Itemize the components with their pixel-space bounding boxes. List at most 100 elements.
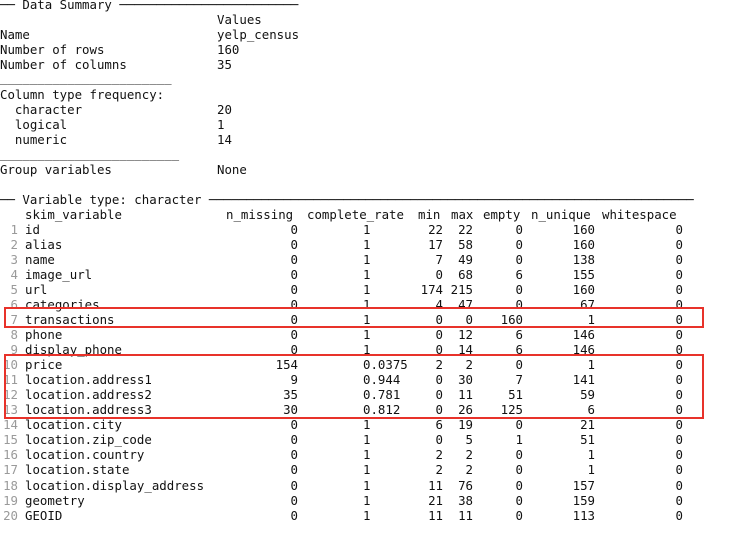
cell-n-missing: 0	[290, 492, 298, 508]
row-number: 2	[10, 237, 18, 253]
row-number: 8	[10, 327, 18, 343]
cell-empty: 51	[508, 387, 523, 403]
cell-whitespace: 0	[675, 477, 683, 493]
cell-min: 0	[435, 387, 443, 403]
col-header-empty: empty	[483, 207, 521, 222]
cell-max: 19	[458, 417, 473, 433]
cell-min: 0	[435, 402, 443, 418]
cell-empty: 0	[515, 462, 523, 478]
table-row: 12 location.address2 35 0.781 0 11 51 59 0	[0, 387, 742, 402]
cell-empty: 0	[515, 477, 523, 493]
cell-complete-rate: 1	[363, 417, 371, 433]
cell-skim-variable: price	[25, 357, 63, 373]
cell-complete-rate: 1	[363, 447, 371, 463]
table-row: 5 url 0 1 174 215 0 160 0	[0, 282, 742, 297]
cell-n-unique: 51	[580, 432, 595, 448]
cell-empty: 6	[515, 342, 523, 358]
cell-n-missing: 0	[290, 507, 298, 523]
cell-max: 38	[458, 492, 473, 508]
cell-skim-variable: phone	[25, 327, 63, 343]
cell-empty: 125	[500, 402, 523, 418]
row-number: 4	[10, 267, 18, 283]
cell-complete-rate: 1	[363, 297, 371, 313]
cell-n-unique: 59	[580, 387, 595, 403]
cell-n-unique: 113	[572, 507, 595, 523]
cell-whitespace: 0	[675, 447, 683, 463]
cell-min: 2	[435, 357, 443, 373]
cell-empty: 0	[515, 357, 523, 373]
cell-complete-rate: 1	[363, 462, 371, 478]
cell-whitespace: 0	[675, 222, 683, 237]
row-number: 19	[3, 492, 18, 508]
cell-min: 174	[420, 282, 443, 298]
coltype-label-logical: logical	[0, 117, 68, 132]
cell-skim-variable: id	[25, 222, 40, 237]
row-number: 11	[3, 372, 18, 388]
cell-n-unique: 157	[572, 477, 595, 493]
cell-n-missing: 0	[290, 282, 298, 298]
cell-n-unique: 146	[572, 342, 595, 358]
table-row: 13 location.address3 30 0.812 0 26 125 6 0	[0, 402, 742, 417]
cell-min: 0	[435, 267, 443, 283]
cell-n-missing: 30	[283, 402, 298, 418]
col-header-skim-variable: skim_variable	[25, 207, 122, 222]
cell-n-unique: 1	[587, 312, 595, 328]
cell-n-unique: 67	[580, 297, 595, 313]
row-number: 15	[3, 432, 18, 448]
cell-max: 0	[465, 312, 473, 328]
cell-min: 0	[435, 372, 443, 388]
cell-empty: 0	[515, 492, 523, 508]
cell-empty: 0	[515, 447, 523, 463]
cell-skim-variable: display_phone	[25, 342, 122, 358]
cell-n-missing: 9	[290, 372, 298, 388]
table-row: 19 geometry 0 1 21 38 0 159 0	[0, 493, 742, 508]
cell-max: 68	[458, 267, 473, 283]
table-row: 6 categories 0 1 4 47 0 67 0	[0, 297, 742, 312]
col-header-complete-rate: complete_rate	[307, 207, 404, 222]
cell-skim-variable: url	[25, 282, 48, 298]
cell-n-unique: 155	[572, 267, 595, 283]
cell-n-missing: 0	[290, 312, 298, 328]
cell-whitespace: 0	[675, 252, 683, 268]
cell-n-unique: 138	[572, 252, 595, 268]
cell-n-unique: 1	[587, 447, 595, 463]
cell-complete-rate: 1	[363, 282, 371, 298]
cell-max: 215	[450, 282, 473, 298]
row-number: 16	[3, 447, 18, 463]
cell-whitespace: 0	[675, 417, 683, 433]
cell-complete-rate: 1	[363, 237, 371, 253]
cell-whitespace: 0	[675, 507, 683, 523]
cell-max: 30	[458, 372, 473, 388]
cell-whitespace: 0	[675, 312, 683, 328]
summary-label-rows: Number of rows	[0, 42, 105, 57]
row-number: 5	[10, 282, 18, 298]
cell-max: 2	[465, 462, 473, 478]
table-row: 3 name 0 1 7 49 0 138 0	[0, 252, 742, 267]
cell-complete-rate: 1	[363, 222, 371, 237]
cell-skim-variable: location.country	[25, 447, 145, 463]
cell-max: 47	[458, 297, 473, 313]
cell-whitespace: 0	[675, 432, 683, 448]
cell-min: 7	[435, 252, 443, 268]
coltype-label-numeric: numeric	[0, 132, 68, 147]
cell-n-missing: 0	[290, 462, 298, 478]
cell-n-unique: 1	[587, 462, 595, 478]
row-number: 17	[3, 462, 18, 478]
cell-whitespace: 0	[675, 402, 683, 418]
cell-complete-rate: 1	[363, 507, 371, 523]
cell-whitespace: 0	[675, 462, 683, 478]
row-number: 14	[3, 417, 18, 433]
cell-n-missing: 0	[290, 432, 298, 448]
cell-complete-rate: 1	[363, 492, 371, 508]
cell-n-unique: 6	[587, 402, 595, 418]
summary-value-rows: 160	[217, 42, 240, 57]
cell-min: 0	[435, 432, 443, 448]
cell-n-missing: 0	[290, 447, 298, 463]
summary-value-name: yelp_census	[217, 27, 300, 42]
row-number: 10	[3, 357, 18, 373]
table-row: 2 alias 0 1 17 58 0 160 0	[0, 237, 742, 252]
table-row: 17 location.state 0 1 2 2 0 1 0	[0, 462, 742, 477]
col-header-n-unique: n_unique	[531, 207, 591, 222]
cell-skim-variable: transactions	[25, 312, 115, 328]
cell-min: 11	[428, 507, 443, 523]
